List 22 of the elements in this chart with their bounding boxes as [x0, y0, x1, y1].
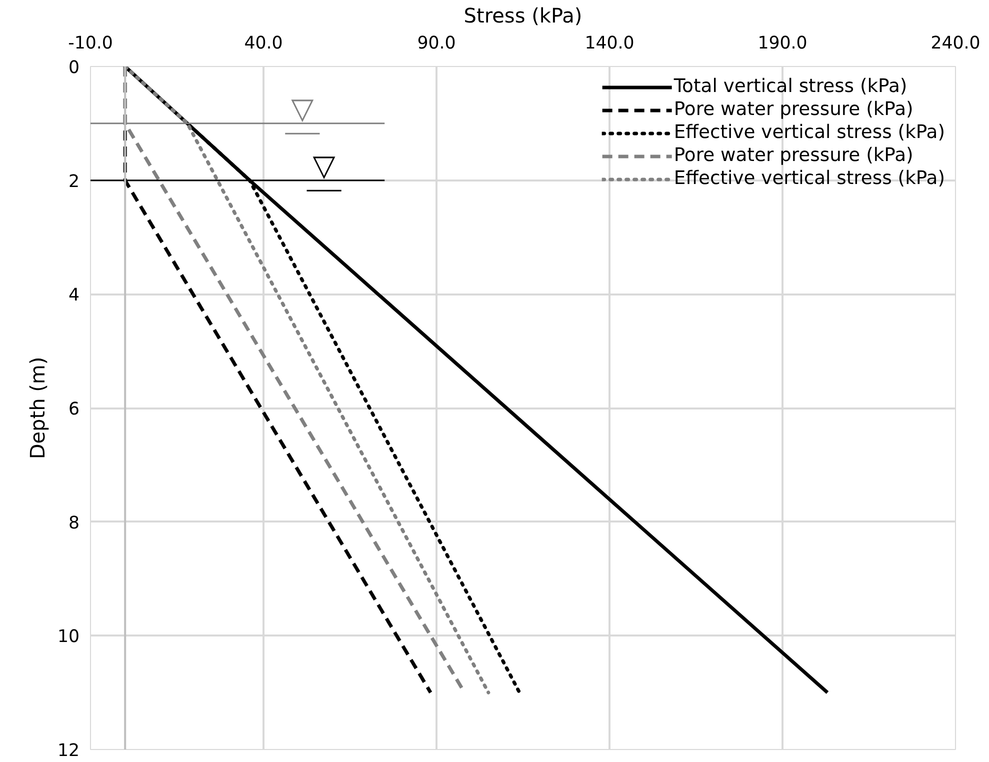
x-tick-label: 40.0	[244, 34, 283, 54]
y-tick-label: 8	[68, 513, 80, 534]
y-tick-label: 0	[68, 58, 80, 78]
y-tick-label: 6	[68, 400, 80, 420]
y-tick-label: 12	[57, 741, 80, 761]
x-tick-label: 140.0	[584, 34, 634, 54]
legend-label: Effective vertical stress (kPa)	[674, 122, 945, 143]
ref-line-label: ▽	[291, 91, 314, 126]
y-tick-label: 2	[68, 172, 80, 192]
legend-label: Total vertical stress (kPa)	[674, 76, 908, 97]
legend-label: Pore water pressure (kPa)	[674, 145, 914, 166]
x-tick-label: -10.0	[68, 34, 113, 54]
legend-label: Effective vertical stress (kPa)	[674, 168, 945, 189]
y-axis-title: Depth (m)	[25, 356, 50, 460]
x-tick-label: 90.0	[417, 34, 456, 54]
x-axis-title: Stress (kPa)	[464, 4, 582, 28]
legend-label: Pore water pressure (kPa)	[674, 99, 914, 120]
x-tick-label: 190.0	[758, 34, 808, 54]
x-tick-label: 240.0	[930, 34, 980, 54]
y-tick-label: 4	[68, 286, 80, 306]
y-tick-label: 10	[57, 627, 80, 648]
ref-line-label: ▽	[312, 148, 336, 182]
